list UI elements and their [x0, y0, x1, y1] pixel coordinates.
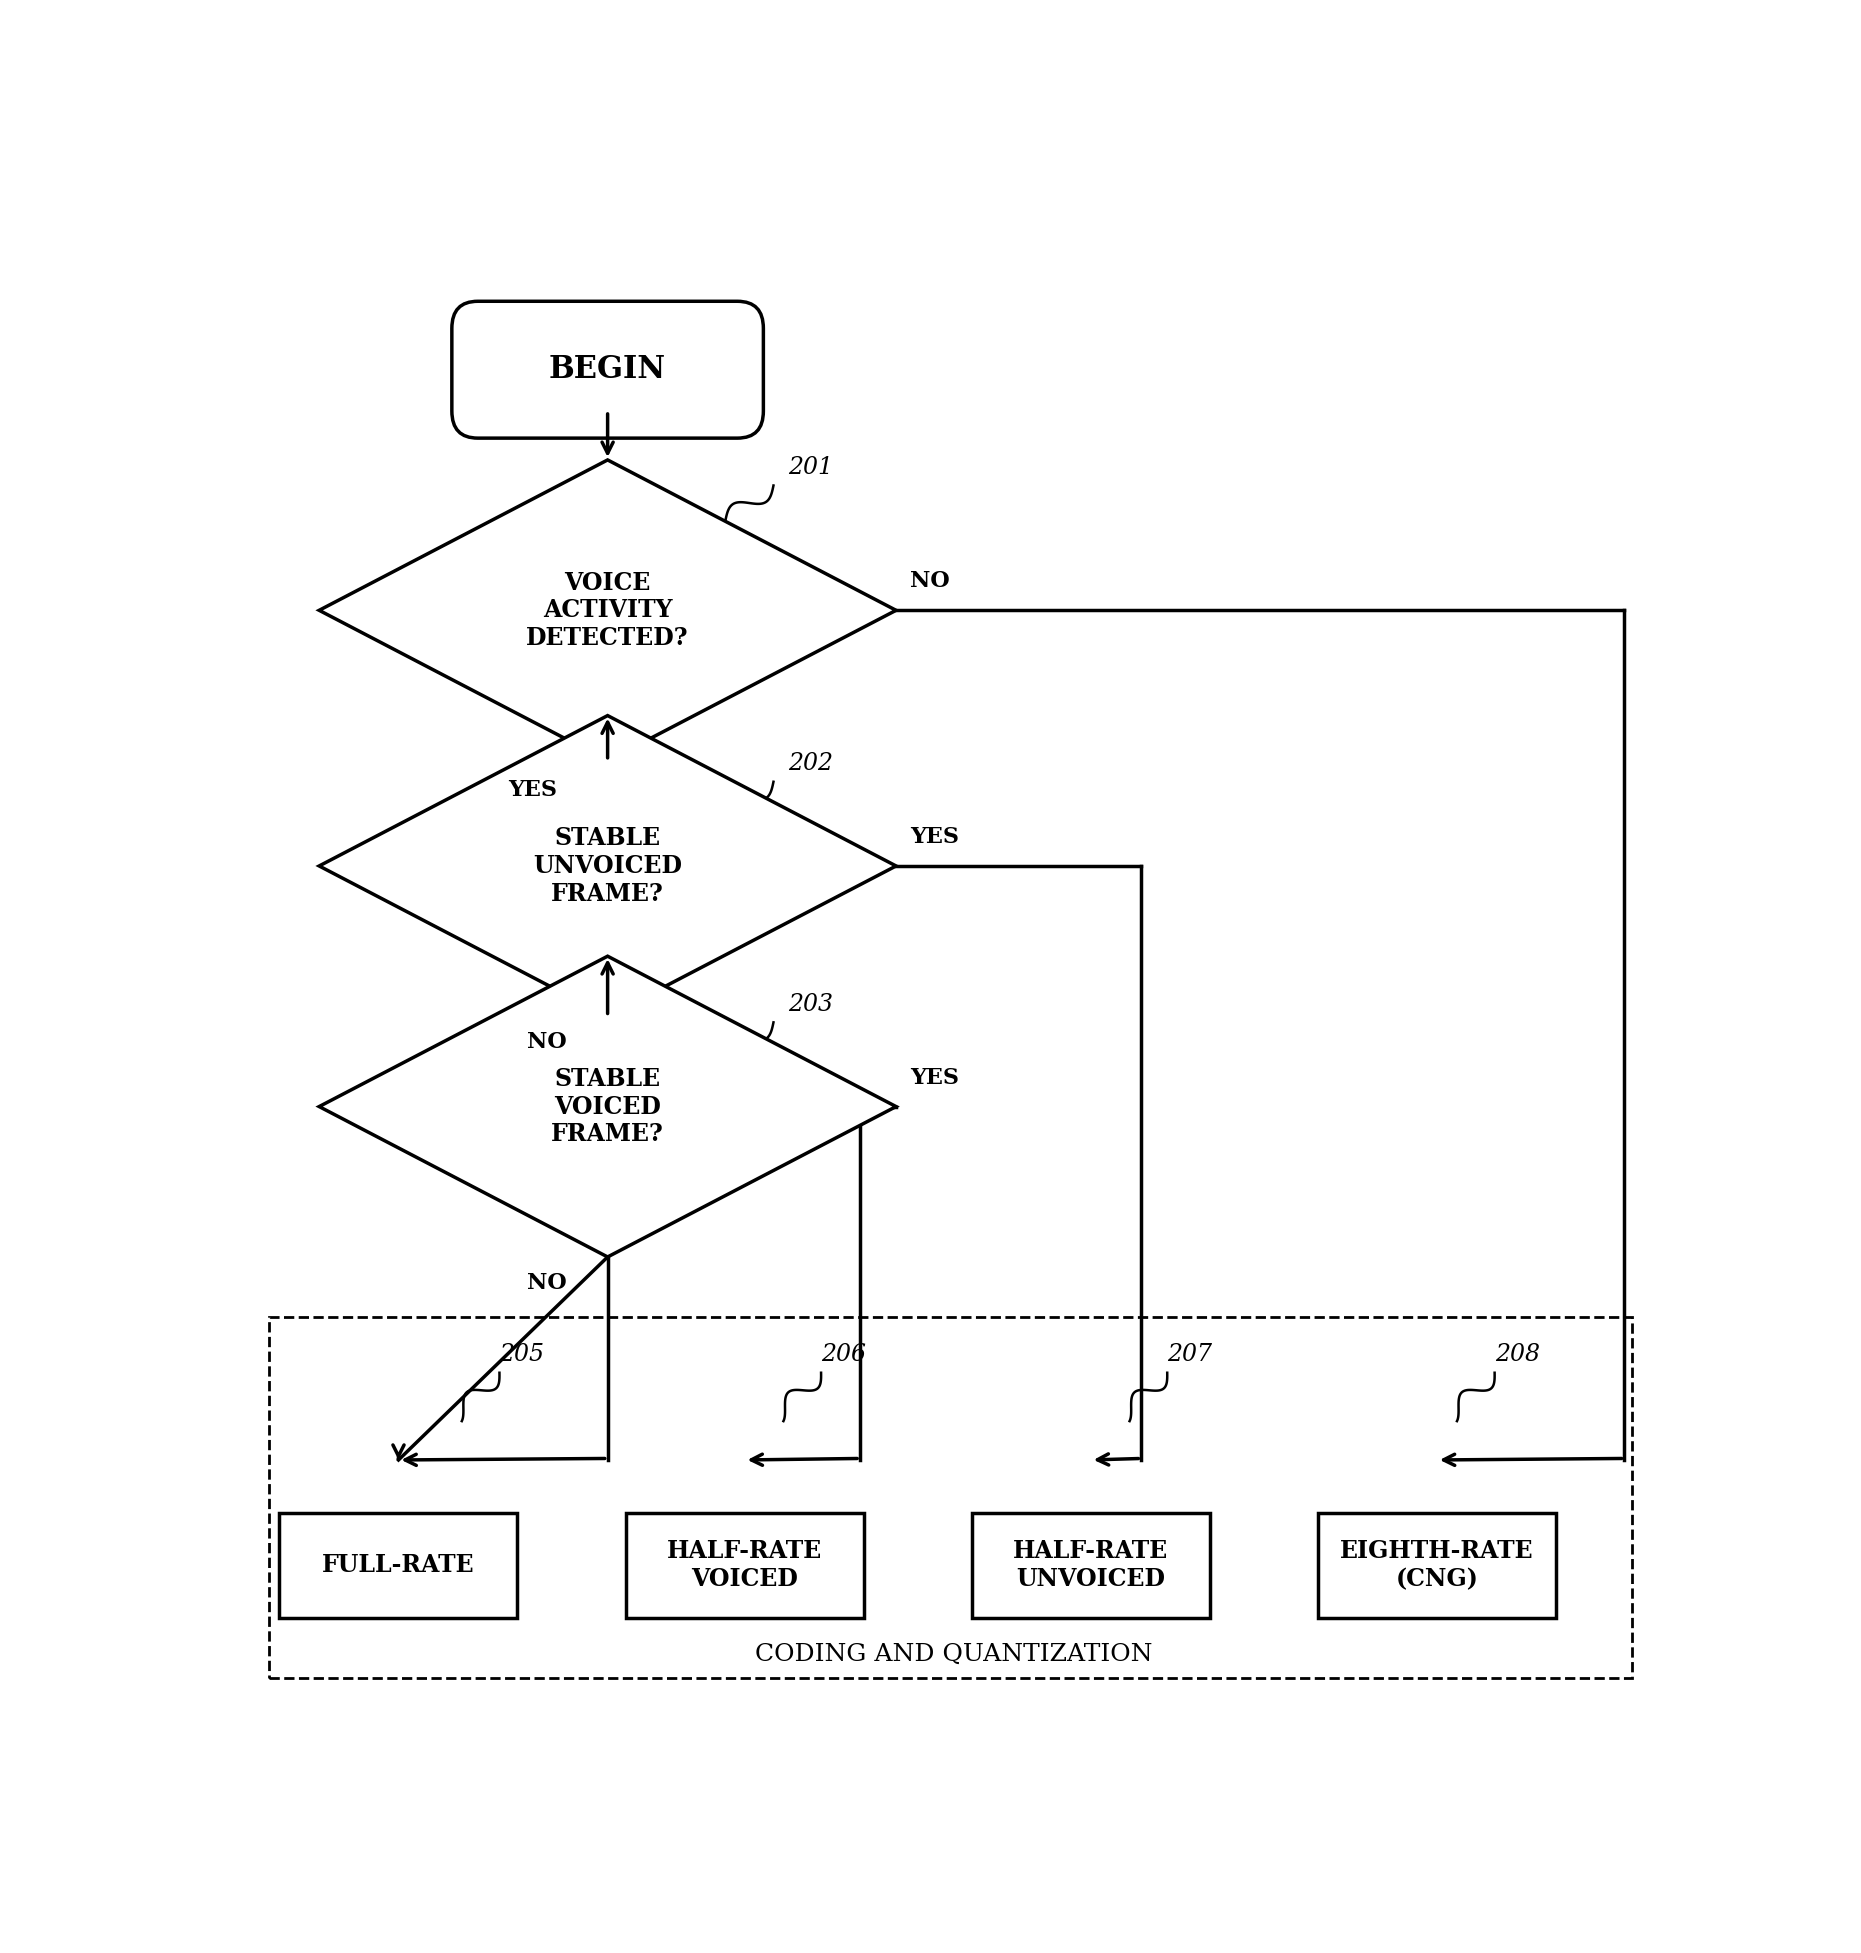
- Text: YES: YES: [508, 779, 556, 801]
- Text: NO: NO: [527, 1031, 568, 1053]
- FancyBboxPatch shape: [452, 301, 763, 437]
- Text: 208: 208: [1494, 1344, 1539, 1367]
- Text: VOICE
ACTIVITY
DETECTED?: VOICE ACTIVITY DETECTED?: [527, 570, 689, 650]
- Polygon shape: [320, 957, 897, 1258]
- Bar: [268, 1316, 1632, 1678]
- Text: 206: 206: [821, 1344, 865, 1367]
- Bar: [279, 1512, 517, 1617]
- Polygon shape: [320, 715, 897, 1016]
- Text: CODING AND QUANTIZATION: CODING AND QUANTIZATION: [756, 1642, 1152, 1666]
- Text: HALF-RATE
UNVOICED: HALF-RATE UNVOICED: [1012, 1539, 1169, 1592]
- Text: STABLE
UNVOICED
FRAME?: STABLE UNVOICED FRAME?: [532, 826, 683, 906]
- Text: FULL-RATE: FULL-RATE: [322, 1553, 475, 1578]
- Bar: [971, 1512, 1210, 1617]
- Text: BEGIN: BEGIN: [549, 353, 666, 385]
- Bar: [1318, 1512, 1556, 1617]
- Text: 207: 207: [1167, 1344, 1212, 1367]
- Text: EIGHTH-RATE
(CNG): EIGHTH-RATE (CNG): [1340, 1539, 1533, 1592]
- Text: 203: 203: [787, 992, 834, 1016]
- Text: YES: YES: [910, 1066, 960, 1088]
- Text: 205: 205: [499, 1344, 545, 1367]
- Text: 202: 202: [787, 752, 834, 775]
- Text: NO: NO: [527, 1271, 568, 1295]
- Text: HALF-RATE
VOICED: HALF-RATE VOICED: [666, 1539, 823, 1592]
- Bar: [625, 1512, 864, 1617]
- Text: STABLE
VOICED
FRAME?: STABLE VOICED FRAME?: [551, 1066, 664, 1146]
- Text: NO: NO: [910, 570, 951, 592]
- Polygon shape: [320, 459, 897, 760]
- Text: YES: YES: [910, 826, 960, 848]
- Text: 201: 201: [787, 455, 834, 478]
